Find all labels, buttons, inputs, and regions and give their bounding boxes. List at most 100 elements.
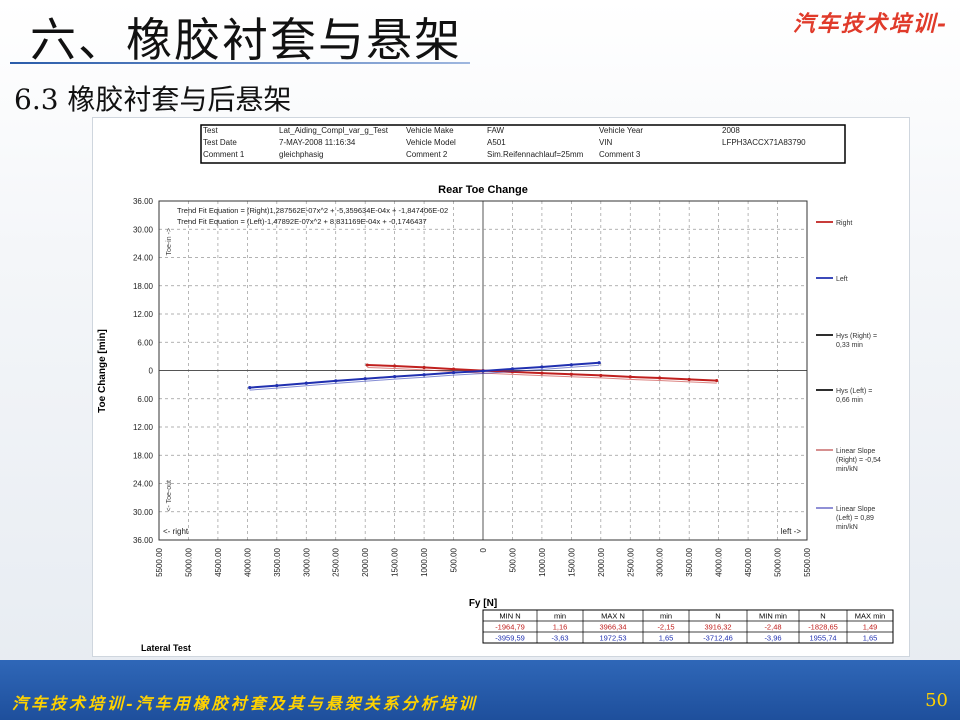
left-direction-label: left -> xyxy=(781,527,802,536)
data-point-left xyxy=(248,385,252,390)
data-point-left xyxy=(451,371,456,375)
slide-subtitle: 6.3 橡胶衬套与后悬架 xyxy=(14,83,292,116)
trend-equation-left: Trend Fit Equation = (Left)-1,47892E-07x… xyxy=(177,217,427,226)
stats-header: MAX N xyxy=(601,612,625,621)
y-tick-label: 0 xyxy=(149,367,154,376)
header-cell: VIN xyxy=(599,138,613,147)
data-point-left xyxy=(510,367,515,371)
x-tick-label: 500.00 xyxy=(450,547,459,572)
x-tick-label: 0 xyxy=(479,547,488,552)
y-tick-label: 24.00 xyxy=(133,254,154,263)
x-tick-label: 5500.00 xyxy=(155,547,164,576)
stats-cell: 1972,53 xyxy=(599,634,626,643)
x-tick-label: 4000.00 xyxy=(243,547,252,576)
x-axis-label: Fy [N] xyxy=(469,598,497,609)
data-point-left xyxy=(334,379,338,383)
header-cell: Vehicle Year xyxy=(599,126,643,135)
x-tick-label: 2000.00 xyxy=(597,547,606,576)
toe-in-label: Toe-in -> xyxy=(166,228,173,255)
stats-cell: 3916,32 xyxy=(704,623,731,632)
slide-title: 六、橡胶衬套与悬架 xyxy=(30,13,462,67)
x-tick-label: 2500.00 xyxy=(626,547,635,576)
y-tick-label: 30.00 xyxy=(133,508,154,517)
header-cell: Comment 2 xyxy=(406,150,448,159)
chart-figure: Test Lat_Aiding_Compl_var_g_Test Vehicle M… xyxy=(92,117,910,657)
y-tick-label: 18.00 xyxy=(133,451,154,460)
y-tick-label: 24.00 xyxy=(133,480,154,489)
x-tick-label: 5000.00 xyxy=(774,547,783,576)
stats-header: MIN N xyxy=(499,612,520,621)
stats-cell: 3966,34 xyxy=(599,623,626,632)
header-cell: LFPH3ACCX71A83790 xyxy=(722,138,806,147)
stats-cell: -1828,65 xyxy=(808,623,838,632)
x-tick-label: 2500.00 xyxy=(332,547,341,576)
legend-label: Hys (Right) = 0,33 min xyxy=(836,333,877,349)
x-tick-label: 3500.00 xyxy=(685,547,694,576)
plot-frame xyxy=(158,200,808,541)
header-cell: FAW xyxy=(487,126,504,135)
y-tick-label: 36.00 xyxy=(133,197,154,206)
stats-header: min xyxy=(660,612,672,621)
y-tick-label: 6.00 xyxy=(137,338,153,347)
data-point-right xyxy=(365,363,369,367)
chart-legend: Right Left Hys (Right) = 0,33 min Hys (Left)… xyxy=(816,220,881,531)
stats-table-border xyxy=(482,609,894,644)
footer-title: 汽车技术培训-汽车用橡胶衬套及其与悬架关系分析培训 xyxy=(12,694,478,713)
data-point-right xyxy=(715,379,719,383)
stats-cell: -1964,79 xyxy=(495,623,525,632)
data-point-right xyxy=(628,375,632,379)
stats-table: MIN N min MAX N min N MIN min N MAX min -1964,79… xyxy=(482,609,894,644)
y-tick-label: 12.00 xyxy=(133,423,154,432)
header-cell: Vehicle Make xyxy=(406,126,454,135)
brand-watermark: 汽车技术培训- xyxy=(792,11,948,37)
x-tick-label: 1000.00 xyxy=(538,547,547,576)
data-point-left xyxy=(481,369,485,373)
trend-equation-right: Trend Fit Equation = (Right)1,287562E-07… xyxy=(177,206,448,215)
x-tick-label: 5500.00 xyxy=(803,547,812,576)
legend-label: Linear Slope (Left) = 0,89 min/kN xyxy=(836,506,875,531)
legend-label: Right xyxy=(836,220,852,227)
data-point-right xyxy=(422,365,426,370)
y-tick-label: 18.00 xyxy=(133,282,154,291)
data-point-right xyxy=(540,371,544,375)
series-hysteresis-left xyxy=(249,364,600,391)
stats-cell: -3,63 xyxy=(551,634,568,643)
data-point-left xyxy=(304,381,308,385)
stats-cell: 1,65 xyxy=(659,634,674,643)
x-tick-label: 1500.00 xyxy=(391,547,400,576)
stats-header: N xyxy=(820,612,825,621)
x-tick-label: 3000.00 xyxy=(656,547,665,576)
y-tick-label: 30.00 xyxy=(133,225,154,234)
x-tick-label: 5000.00 xyxy=(184,547,193,576)
stats-header: MIN min xyxy=(759,612,787,621)
header-cell: Test xyxy=(203,126,218,135)
header-table: Test Lat_Aiding_Compl_var_g_Test Vehicle M… xyxy=(200,124,846,164)
data-point-left xyxy=(422,373,426,377)
header-table-border xyxy=(200,124,846,164)
data-point-right xyxy=(599,373,603,378)
legend-label: Linear Slope (Right) = -0,54 min/kN xyxy=(836,448,881,473)
chart-grid: Rear Toe Change 5500.00 5000.00 4500.00 4000… xyxy=(97,184,812,653)
right-direction-label: <- right xyxy=(163,527,189,536)
header-cell: gleichphasig xyxy=(279,150,323,159)
chart-marks xyxy=(248,361,719,391)
stats-header: MAX min xyxy=(855,612,885,621)
page-number: 50 xyxy=(925,690,948,711)
header-cell: Vehicle Model xyxy=(406,138,456,147)
header-cell: 7-MAY-2008 11:16:34 xyxy=(279,138,356,147)
y-tick-label: 36.00 xyxy=(133,536,154,545)
header-cell: Comment 3 xyxy=(599,150,641,159)
chart-title: Rear Toe Change xyxy=(438,184,528,196)
series-hysteresis-right xyxy=(367,367,717,384)
toe-out-label: <- Toe-out xyxy=(166,480,173,512)
header-cell: Test Date xyxy=(203,138,237,147)
header-cell: A501 xyxy=(487,138,506,147)
data-point-right xyxy=(687,377,691,382)
data-point-right xyxy=(658,376,662,380)
legend-label: Hys (Left) = 0,66 min xyxy=(836,388,872,404)
data-point-left xyxy=(597,361,601,365)
data-point-left xyxy=(540,365,544,369)
x-tick-label: 1500.00 xyxy=(567,547,576,576)
x-tick-label: 500.00 xyxy=(508,547,517,572)
data-point-left xyxy=(275,383,279,388)
